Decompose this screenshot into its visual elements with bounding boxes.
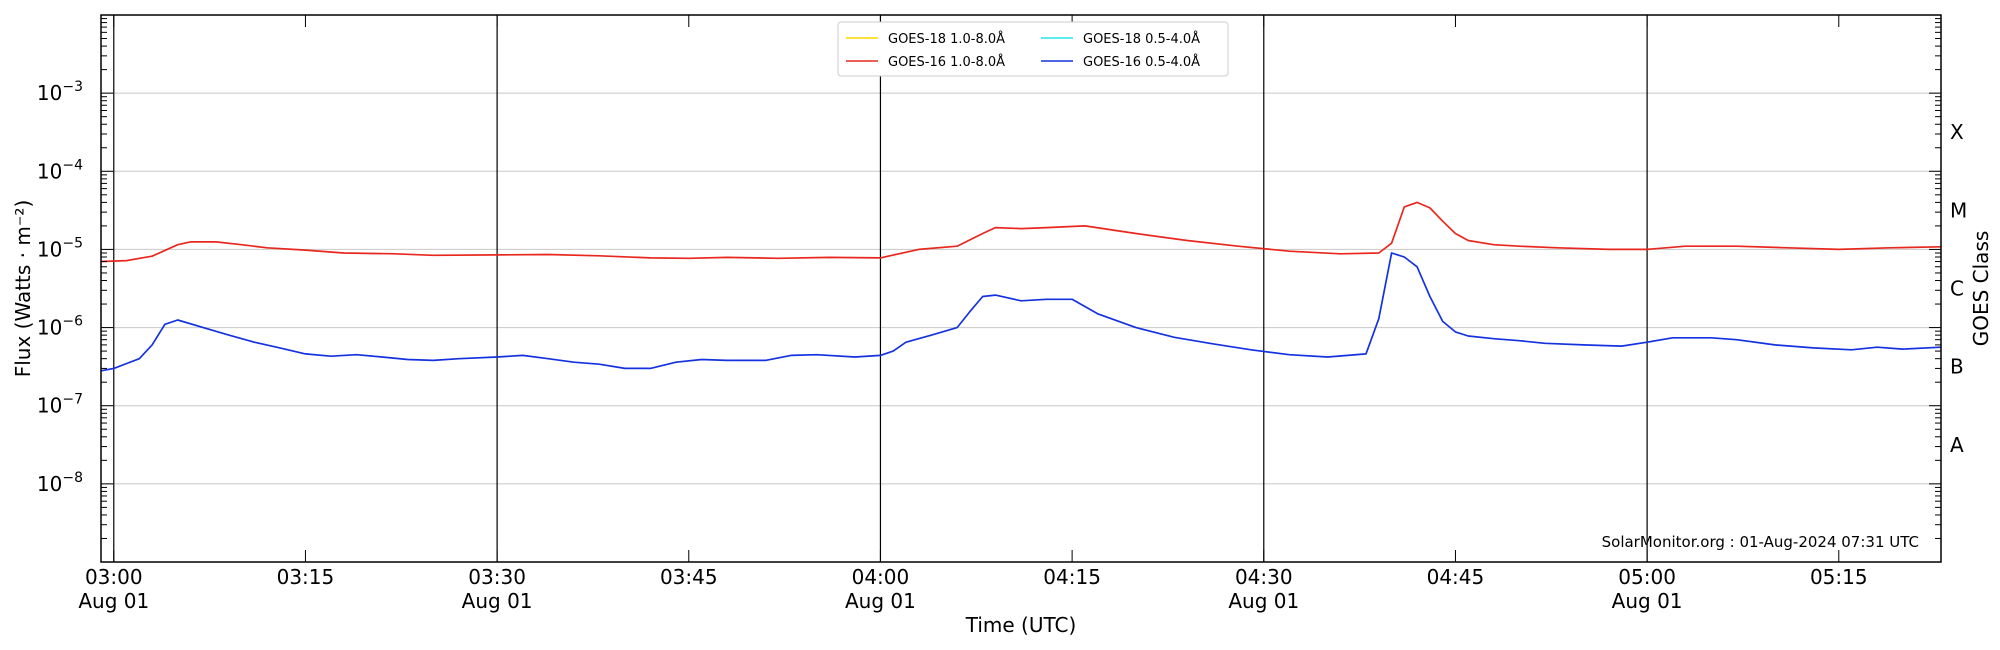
y-tick-labels: 10−8 10−7 10−6 10−5 10−4 10−3 [37, 79, 83, 496]
goes-class-label: A [1950, 433, 1964, 457]
series-line [100, 201, 1942, 263]
x-tick-date: Aug 01 [1612, 589, 1683, 613]
goes-class-axis-title: GOES Class [1969, 231, 1993, 347]
minor-ticks [101, 15, 1941, 563]
x-tick-label: 03:15 [277, 565, 335, 589]
legend-entry: GOES-18 0.5-4.0Å [1083, 31, 1200, 47]
credit-text: SolarMonitor.org : 01-Aug-2024 07:31 UTC [1602, 533, 1919, 551]
x-tick-date: Aug 01 [462, 589, 533, 613]
goes-class-label: M [1950, 198, 1967, 222]
goes-class-label: C [1950, 277, 1964, 301]
x-tick-label: 04:45 [1427, 565, 1485, 589]
x-tick-label: 05:00 [1618, 565, 1676, 589]
goes-class-labels: A B C M X [1950, 120, 1967, 457]
goes-class-label: X [1950, 120, 1964, 144]
x-tick-date: Aug 01 [845, 589, 916, 613]
legend-entry: GOES-16 0.5-4.0Å [1083, 54, 1200, 70]
x-tick-date: Aug 01 [78, 589, 149, 613]
y-axis-title: Flux (Watts · m⁻²) [11, 200, 35, 378]
x-tick-label: 04:15 [1043, 565, 1101, 589]
x-tick-label: 03:45 [660, 565, 718, 589]
plot-frame [100, 14, 1942, 563]
x-tick-label: 03:30 [468, 565, 526, 589]
legend: GOES-18 1.0-8.0Å GOES-16 1.0-8.0Å GOES-18 … [837, 21, 1229, 77]
series-line [100, 252, 1942, 372]
x-tick-date: Aug 01 [1228, 589, 1299, 613]
x-major-lines [113, 15, 1648, 562]
y-tick-label: 10−7 [37, 392, 83, 418]
x-axis-title: Time (UTC) [965, 613, 1077, 637]
x-tick-label: 05:15 [1810, 565, 1868, 589]
legend-entry: GOES-16 1.0-8.0Å [888, 54, 1005, 70]
y-tick-label: 10−3 [37, 79, 83, 105]
y-tick-label: 10−4 [37, 157, 83, 183]
grid [101, 92, 1941, 485]
legend-box [837, 21, 1229, 77]
x-tick-label: 03:00 [85, 565, 143, 589]
y-tick-label: 10−6 [37, 314, 83, 340]
x-tick-label: 04:00 [852, 565, 910, 589]
x-tick-label: 04:30 [1235, 565, 1293, 589]
series-lines [100, 201, 1942, 372]
y-tick-label: 10−5 [37, 235, 83, 261]
legend-entry: GOES-18 1.0-8.0Å [888, 31, 1005, 47]
goes-class-label: B [1950, 355, 1964, 379]
y-tick-label: 10−8 [37, 470, 83, 496]
